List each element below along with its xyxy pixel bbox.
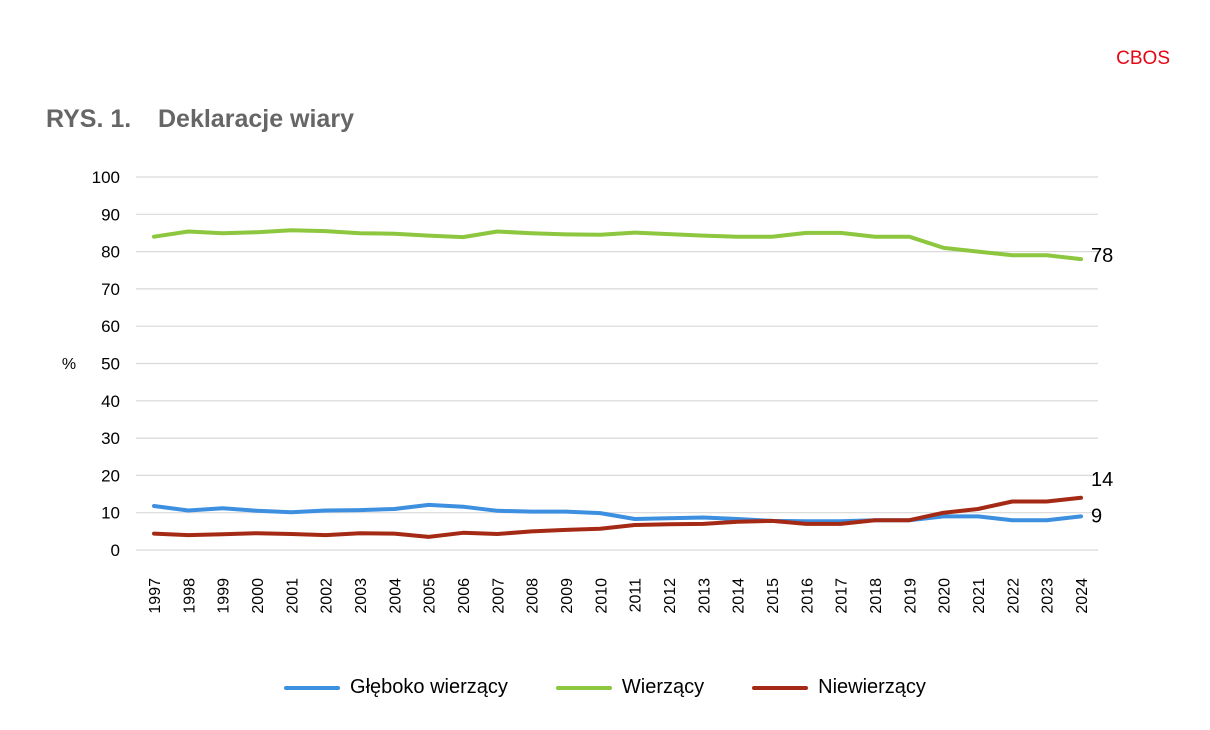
y-axis-label: % xyxy=(62,356,76,373)
x-tick-label: 2008 xyxy=(525,578,542,614)
line-chart: 0 10 20 30 40 50 60 70 80 90 100 % 1997 1998 1999 200… xyxy=(62,168,1113,614)
x-tick-label: 2009 xyxy=(559,578,576,614)
x-tick-label: 2001 xyxy=(284,578,301,614)
x-tick-label: 2011 xyxy=(628,578,645,613)
y-tick-label: 100 xyxy=(92,168,120,187)
x-tick-label: 2003 xyxy=(353,578,370,614)
x-tick-label: 2020 xyxy=(937,578,954,614)
series-lines xyxy=(152,228,1083,539)
y-tick-label: 80 xyxy=(101,243,120,262)
end-labels: 9 78 14 xyxy=(1091,245,1113,527)
legend-label: Wierzący xyxy=(621,676,705,698)
x-tick-label: 2024 xyxy=(1074,578,1091,614)
x-tick-label: 2018 xyxy=(868,578,885,614)
x-tick-label: 1998 xyxy=(181,578,198,614)
x-tick-label: 2012 xyxy=(662,578,679,614)
legend-swatch xyxy=(284,685,341,690)
x-tick-label: 2005 xyxy=(422,578,439,614)
x-tick-label: 2000 xyxy=(250,578,267,614)
x-tick-label: 2014 xyxy=(731,578,748,614)
legend-item: Niewierzący xyxy=(752,676,926,699)
x-tick-label: 2006 xyxy=(456,578,473,614)
series-end-label: 14 xyxy=(1091,469,1113,491)
figure-label: RYS. 1. xyxy=(46,105,132,133)
legend-item: Wierzący xyxy=(555,676,705,699)
x-axis-ticks: 1997 1998 1999 2000 2001 2002 2003 2004 2005 2006… xyxy=(147,578,1091,614)
series-end-label: 9 xyxy=(1091,505,1102,527)
x-tick-label: 2015 xyxy=(765,578,782,614)
legend-swatch xyxy=(555,685,612,690)
x-tick-label: 2016 xyxy=(799,578,816,614)
y-tick-label: 40 xyxy=(101,392,120,411)
x-tick-label: 1997 xyxy=(147,578,164,614)
x-tick-label: 2007 xyxy=(490,578,507,614)
y-tick-label: 50 xyxy=(101,355,120,374)
legend-swatch xyxy=(752,685,809,690)
x-tick-label: 2021 xyxy=(971,578,988,614)
x-tick-label: 2019 xyxy=(902,578,919,614)
legend-item: Głęboko wierzący xyxy=(284,676,508,699)
x-tick-label: 2017 xyxy=(834,578,851,614)
legend-label: Niewierzący xyxy=(818,676,926,698)
y-tick-label: 90 xyxy=(101,205,120,224)
y-axis-ticks: 0 10 20 30 40 50 60 70 80 90 100 xyxy=(92,168,120,560)
legend-label: Głęboko wierzący xyxy=(350,676,508,698)
y-tick-label: 20 xyxy=(101,466,120,485)
x-tick-label: 2022 xyxy=(1005,578,1022,614)
series-end-label: 78 xyxy=(1091,245,1113,267)
x-tick-label: 2023 xyxy=(1040,578,1057,614)
x-tick-label: 2002 xyxy=(319,578,336,614)
figure-title: RYS. 1. Deklaracje wiary xyxy=(46,105,354,134)
x-tick-label: 2010 xyxy=(593,578,610,614)
chart-legend: Głęboko wierzący Wierzący Niewierzący xyxy=(0,676,1210,699)
y-tick-label: 60 xyxy=(101,317,120,336)
brand-logo-text: CBOS xyxy=(1116,48,1170,69)
y-tick-label: 0 xyxy=(111,541,120,560)
x-tick-label: 1999 xyxy=(216,578,233,614)
figure-title-text: Deklaracje wiary xyxy=(158,105,354,133)
x-tick-label: 2004 xyxy=(387,578,404,614)
y-tick-label: 70 xyxy=(101,280,120,299)
series-line-3 xyxy=(152,495,1083,539)
y-tick-label: 10 xyxy=(101,504,120,523)
grid-lines xyxy=(136,176,1098,551)
y-tick-label: 30 xyxy=(101,429,120,448)
x-tick-label: 2013 xyxy=(696,578,713,614)
series-line-2 xyxy=(152,228,1083,262)
